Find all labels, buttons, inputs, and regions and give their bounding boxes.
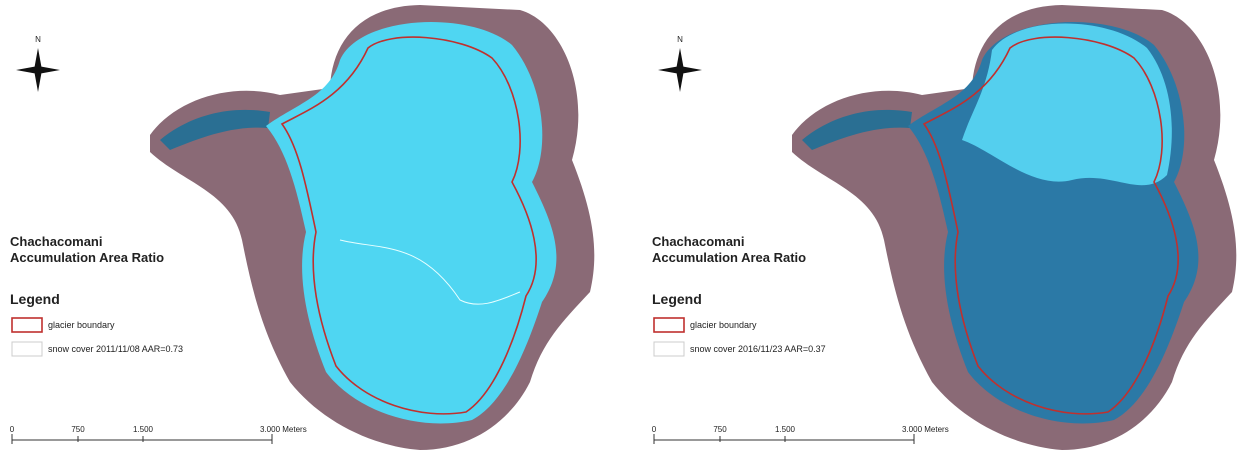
scale-bar: 0 750 1.500 3.000 Meters	[652, 425, 949, 444]
panel-1: N Chachacomani Accumulation Area Ratio L…	[10, 5, 595, 450]
legend-label: snow cover 2011/11/08 AAR=0.73	[48, 344, 183, 354]
legend-title: Legend	[652, 291, 702, 307]
legend-swatch	[654, 318, 684, 332]
legend-label: glacier boundary	[690, 320, 757, 330]
scale-label: 1.500	[133, 425, 154, 434]
scale-bar: 0 750 1.500 3.000 Meters	[10, 425, 307, 444]
scale-label: 750	[71, 425, 85, 434]
scale-label: 0	[652, 425, 657, 434]
scale-label: 750	[713, 425, 727, 434]
legend-swatch	[654, 342, 684, 356]
north-arrow: N	[16, 35, 60, 92]
legend-label: glacier boundary	[48, 320, 115, 330]
scale-label: 1.500	[775, 425, 796, 434]
north-arrow: N	[658, 35, 702, 92]
title: Chachacomani	[652, 234, 744, 249]
scale-label: 3.000 Meters	[902, 425, 949, 434]
legend-title: Legend	[10, 291, 60, 307]
figure: N Chachacomani Accumulation Area Ratio L…	[0, 0, 1242, 455]
title: Accumulation Area Ratio	[652, 250, 806, 265]
legend-swatch	[12, 342, 42, 356]
north-label: N	[35, 35, 41, 44]
scale-label: 0	[10, 425, 15, 434]
title: Accumulation Area Ratio	[10, 250, 164, 265]
title: Chachacomani	[10, 234, 102, 249]
legend-label: snow cover 2016/11/23 AAR=0.37	[690, 344, 826, 354]
scale-label: 3.000 Meters	[260, 425, 307, 434]
legend-swatch	[12, 318, 42, 332]
north-label: N	[677, 35, 683, 44]
panel-2: N Chachacomani Accumulation Area Ratio L…	[652, 5, 1237, 450]
